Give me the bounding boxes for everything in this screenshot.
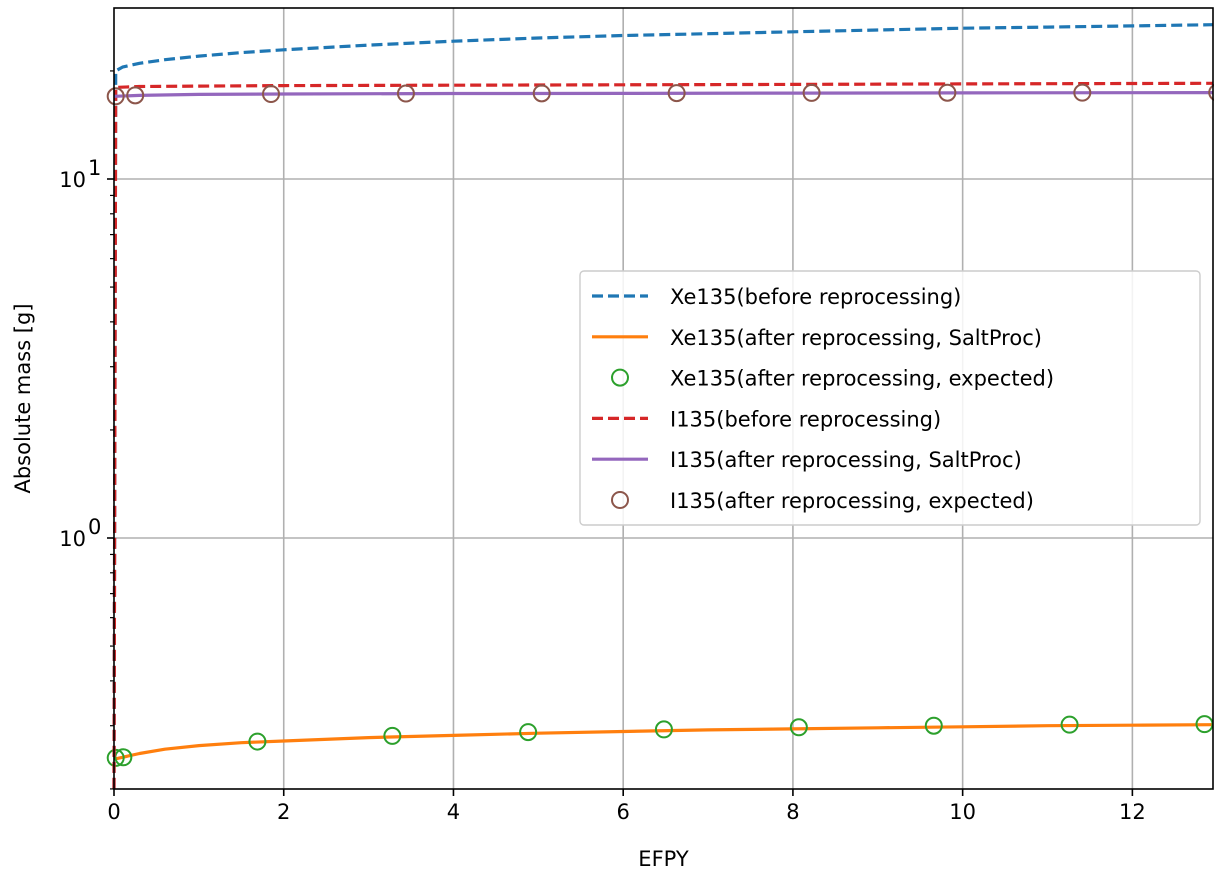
x-tick-label: 8: [786, 800, 799, 824]
series-layer: [106, 23, 1214, 789]
series-line: [113, 723, 1214, 761]
data-point-marker: [1073, 83, 1092, 102]
legend-label: I135(after reprocessing, expected): [670, 489, 1034, 513]
data-point-marker: [667, 84, 686, 103]
data-point-marker: [1060, 715, 1079, 734]
data-point-marker: [519, 723, 538, 742]
x-tick-label: 10: [949, 800, 976, 824]
legend-marker: [611, 368, 629, 387]
y-axis-label: Absolute mass [g]: [11, 303, 35, 493]
x-tick-label: 2: [277, 800, 290, 824]
data-point-marker: [106, 748, 125, 767]
series-line: [112, 23, 1214, 789]
legend: Xe135(before reprocessing) Xe135(after re…: [579, 270, 1201, 526]
data-point-marker: [383, 726, 402, 745]
series-line: [113, 91, 1214, 98]
y-tick-label: 10: [59, 168, 86, 192]
y-tick-exponent: 0: [88, 515, 101, 539]
x-tick-label: 12: [1119, 800, 1146, 824]
data-point-marker: [654, 720, 673, 739]
plot-frame: [113, 7, 1214, 790]
legend-label: I135(after reprocessing, SaltProc): [670, 448, 1022, 472]
data-point-marker: [262, 84, 280, 103]
x-tick-label: 6: [617, 800, 630, 824]
axes: [113, 7, 1214, 790]
x-axis-label: EFPY: [638, 847, 689, 871]
data-point-marker: [248, 732, 267, 751]
data-point-marker: [938, 83, 957, 102]
legend-label: Xe135(after reprocessing, SaltProc): [670, 326, 1042, 350]
data-point-marker: [106, 87, 125, 106]
legend-label: Xe135(after reprocessing, expected): [670, 367, 1054, 391]
data-point-marker: [396, 84, 415, 103]
data-point-marker: [114, 748, 133, 767]
series-line: [112, 81, 1214, 789]
data-point-marker: [126, 86, 145, 105]
data-point-marker: [924, 716, 943, 735]
y-tick-exponent: 1: [88, 156, 101, 180]
data-point-marker: [1208, 84, 1214, 101]
x-tick-label: 4: [447, 800, 460, 824]
y-tick-label: 10: [59, 527, 86, 551]
data-point-marker: [789, 718, 808, 737]
x-tick-label: 0: [107, 800, 120, 824]
legend-marker: [611, 491, 629, 509]
legend-box: [579, 270, 1201, 526]
data-point-marker: [532, 84, 551, 103]
legend-label: I135(before reprocessing): [670, 407, 941, 431]
legend-label: Xe135(before reprocessing): [670, 285, 961, 309]
data-point-marker: [802, 83, 821, 102]
